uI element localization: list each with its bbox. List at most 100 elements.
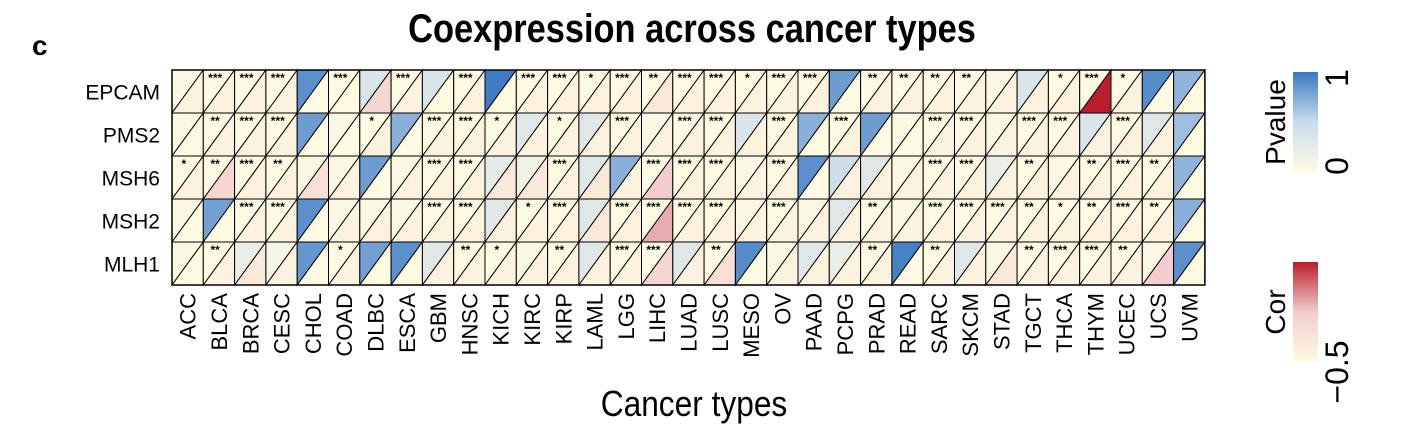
significance-stars: *** bbox=[1116, 200, 1130, 214]
significance-stars: ** bbox=[868, 71, 878, 85]
column-label: HNSC bbox=[457, 293, 482, 355]
row-labels: EPCAM PMS2 MSH6 MSH2 MLH1 bbox=[85, 82, 160, 277]
significance-stars: *** bbox=[239, 71, 253, 85]
column-label: UCEC bbox=[1115, 293, 1140, 355]
column-label: GBM bbox=[426, 293, 451, 343]
significance-stars: *** bbox=[1022, 114, 1036, 128]
significance-stars: *** bbox=[772, 200, 786, 214]
significance-stars: ** bbox=[1024, 243, 1034, 257]
significance-stars: ** bbox=[1150, 200, 1160, 214]
significance-stars: *** bbox=[959, 200, 973, 214]
column-label: PRAD bbox=[864, 293, 889, 354]
significance-stars: *** bbox=[928, 157, 942, 171]
significance-stars: *** bbox=[834, 114, 848, 128]
column-label: STAD bbox=[989, 293, 1014, 350]
legend-max-label: 1 bbox=[1319, 69, 1355, 87]
significance-stars: ** bbox=[273, 157, 283, 171]
significance-stars: * bbox=[182, 157, 187, 171]
row-label: MSH2 bbox=[102, 211, 160, 234]
significance-stars: *** bbox=[552, 157, 566, 171]
legend-colorbar bbox=[1293, 262, 1318, 362]
column-label: BRCA bbox=[238, 293, 263, 354]
significance-stars: ** bbox=[461, 243, 471, 257]
column-label: COAD bbox=[332, 293, 357, 357]
row-label: MLH1 bbox=[104, 254, 160, 277]
significance-stars: ** bbox=[930, 71, 940, 85]
significance-stars: *** bbox=[1085, 71, 1099, 85]
significance-stars: *** bbox=[239, 200, 253, 214]
column-label: LUAD bbox=[676, 293, 701, 352]
significance-stars: *** bbox=[615, 114, 629, 128]
column-label: PAAD bbox=[802, 293, 827, 351]
significance-stars: *** bbox=[991, 200, 1005, 214]
significance-stars: *** bbox=[709, 114, 723, 128]
significance-stars: ** bbox=[868, 200, 878, 214]
column-label: DLBC bbox=[363, 293, 388, 352]
column-label: LGG bbox=[614, 293, 639, 339]
column-label: KICH bbox=[489, 293, 514, 346]
significance-stars: *** bbox=[459, 200, 473, 214]
significance-stars: *** bbox=[552, 200, 566, 214]
significance-stars: *** bbox=[678, 200, 692, 214]
significance-stars: ** bbox=[211, 243, 221, 257]
significance-stars: ** bbox=[211, 157, 221, 171]
significance-stars: *** bbox=[1116, 157, 1130, 171]
significance-stars: *** bbox=[646, 243, 660, 257]
significance-stars: *** bbox=[772, 157, 786, 171]
significance-stars: *** bbox=[1053, 114, 1067, 128]
significance-stars: *** bbox=[271, 114, 285, 128]
legend-title: Cor bbox=[1260, 289, 1291, 334]
legend-min-label: −0.5 bbox=[1319, 340, 1355, 403]
column-label: KIRC bbox=[520, 293, 545, 346]
column-label: MESO bbox=[739, 293, 764, 358]
column-label: LAML bbox=[583, 293, 608, 350]
significance-stars: * bbox=[369, 114, 374, 128]
significance-stars: * bbox=[1058, 71, 1063, 85]
legend-colorbar bbox=[1293, 72, 1318, 172]
column-label: CHOL bbox=[301, 293, 326, 354]
significance-stars: * bbox=[1121, 71, 1126, 85]
significance-stars: *** bbox=[709, 157, 723, 171]
column-label: CESC bbox=[270, 293, 295, 354]
significance-stars: *** bbox=[772, 114, 786, 128]
significance-stars: *** bbox=[427, 200, 441, 214]
significance-stars: *** bbox=[615, 243, 629, 257]
column-label: THYM bbox=[1083, 293, 1108, 355]
significance-stars: ** bbox=[711, 243, 721, 257]
significance-stars: *** bbox=[427, 114, 441, 128]
significance-stars: *** bbox=[709, 200, 723, 214]
significance-stars: *** bbox=[427, 157, 441, 171]
significance-stars: ** bbox=[211, 114, 221, 128]
heatmap-cells: *** *** *** *** *** *** *** *** * *** ** *** *** * ***… bbox=[171, 68, 1206, 287]
significance-stars: *** bbox=[239, 114, 253, 128]
column-label: UCS bbox=[1146, 293, 1171, 339]
significance-stars: *** bbox=[239, 157, 253, 171]
significance-stars: ** bbox=[899, 71, 909, 85]
significance-stars: *** bbox=[928, 114, 942, 128]
column-label: TGCT bbox=[1021, 293, 1046, 353]
significance-stars: *** bbox=[646, 157, 660, 171]
column-label: READ bbox=[896, 293, 921, 354]
column-label: LIHC bbox=[645, 293, 670, 343]
significance-stars: *** bbox=[959, 157, 973, 171]
column-label: ACC bbox=[176, 293, 201, 340]
row-label: EPCAM bbox=[85, 82, 160, 105]
row-label: PMS2 bbox=[103, 125, 160, 148]
significance-stars: *** bbox=[615, 71, 629, 85]
significance-stars: * bbox=[495, 114, 500, 128]
significance-stars: *** bbox=[459, 71, 473, 85]
significance-stars: *** bbox=[1085, 243, 1099, 257]
significance-stars: *** bbox=[271, 200, 285, 214]
significance-stars: *** bbox=[615, 200, 629, 214]
significance-stars: ** bbox=[868, 243, 878, 257]
x-axis-label: Cancer types bbox=[601, 384, 788, 424]
legend-title: Pvalue bbox=[1260, 79, 1291, 165]
significance-stars: ** bbox=[930, 243, 940, 257]
significance-stars: *** bbox=[803, 71, 817, 85]
significance-stars: *** bbox=[459, 114, 473, 128]
row-label: MSH6 bbox=[102, 168, 160, 191]
significance-stars: ** bbox=[1087, 157, 1097, 171]
significance-stars: *** bbox=[1053, 243, 1067, 257]
significance-stars: *** bbox=[521, 71, 535, 85]
significance-stars: ** bbox=[1024, 157, 1034, 171]
